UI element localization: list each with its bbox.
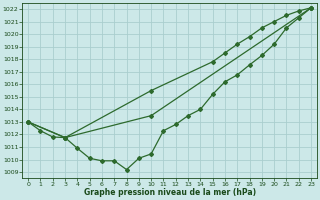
- X-axis label: Graphe pression niveau de la mer (hPa): Graphe pression niveau de la mer (hPa): [84, 188, 256, 197]
